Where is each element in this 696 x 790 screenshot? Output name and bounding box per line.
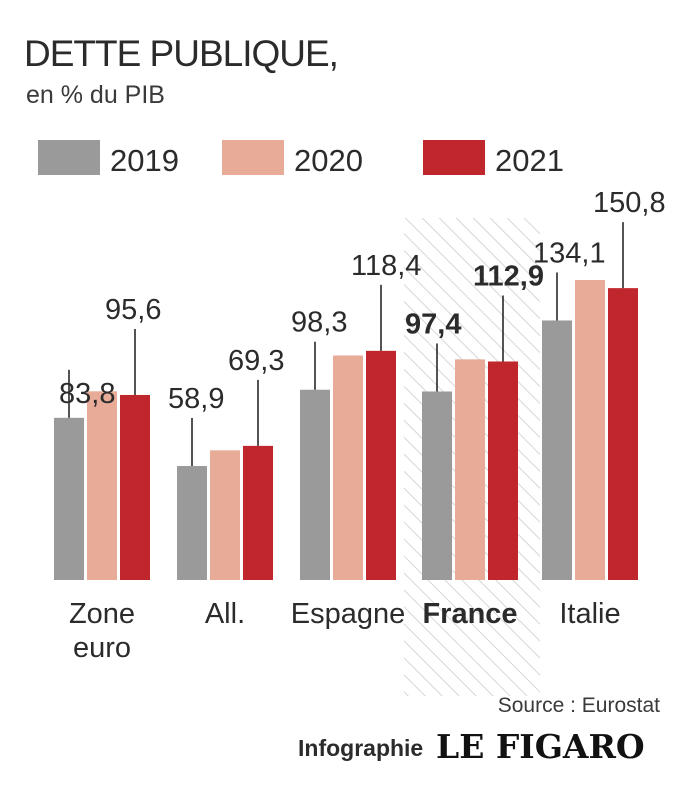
value-label-0-2019: 83,8 — [59, 378, 115, 410]
bar-espagne-2019 — [300, 389, 330, 580]
bar-italie-2021 — [608, 288, 638, 580]
legend-label-2019: 2019 — [110, 143, 179, 178]
bar-france-2021 — [488, 361, 518, 580]
legend-label-2021: 2021 — [495, 143, 564, 178]
bar-zone-euro-2019 — [54, 417, 84, 580]
bar-espagne-2021 — [366, 350, 396, 580]
value-label-2-2019: 98,3 — [291, 307, 347, 339]
chart-title: DETTE PUBLIQUE, — [24, 33, 338, 74]
bar-espagne-2020 — [333, 355, 363, 580]
category-label-espagne: Espagne — [291, 598, 406, 630]
bar-italie-2019 — [542, 320, 572, 580]
bar-zone-euro-2020 — [87, 391, 117, 580]
bar-all--2019 — [177, 466, 207, 580]
credit-prefix: Infographie — [298, 735, 423, 761]
value-label-4-2021: 150,8 — [593, 187, 666, 219]
legend-swatch-2021 — [423, 140, 485, 175]
value-label-3-2019: 97,4 — [405, 308, 461, 340]
category-label-zone-euro: Zone euro — [69, 598, 135, 664]
value-label-3-2021: 112,9 — [473, 260, 544, 292]
value-label-2-2021: 118,4 — [351, 250, 421, 282]
value-label-4-2019: 134,1 — [533, 237, 606, 269]
legend: 2019 2020 2021 — [38, 140, 564, 178]
bar-zone-euro-2021 — [120, 394, 150, 580]
bars — [54, 280, 638, 580]
category-labels: Zone euro All. Espagne France Italie — [69, 598, 621, 664]
legend-label-2020: 2020 — [294, 143, 363, 178]
value-label-1-2019: 58,9 — [168, 383, 224, 415]
legend-swatch-2019 — [38, 140, 100, 175]
bar-france-2020 — [455, 359, 485, 580]
legend-swatch-2020 — [222, 140, 284, 175]
value-label-1-2021: 69,3 — [228, 345, 284, 377]
source-note: Source : Eurostat — [498, 694, 660, 717]
bar-all--2020 — [210, 450, 240, 580]
brand-logo: LE FIGARO — [436, 727, 645, 766]
bar-italie-2020 — [575, 280, 605, 580]
chart-subtitle: en % du PIB — [26, 81, 165, 109]
category-label-all-: All. — [205, 598, 245, 630]
category-label-italie: Italie — [559, 598, 620, 630]
bar-france-2019 — [422, 391, 452, 580]
value-label-0-2021: 95,6 — [105, 294, 161, 326]
bar-all--2021 — [243, 445, 273, 580]
category-label-france: France — [422, 598, 517, 630]
